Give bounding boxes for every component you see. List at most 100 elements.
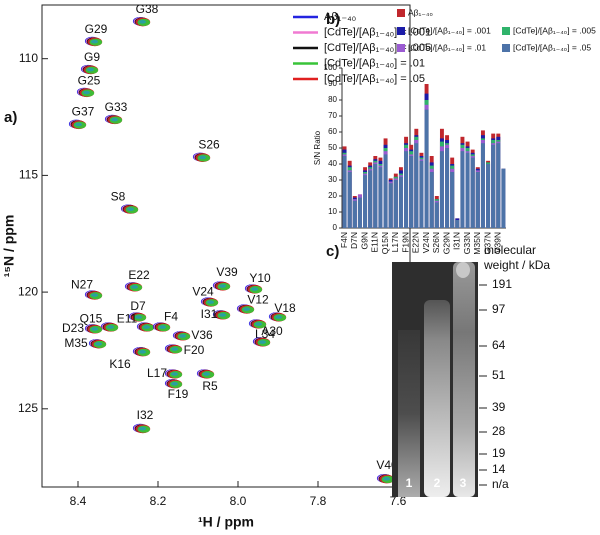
peak-label: D23 — [62, 321, 84, 335]
bar — [363, 175, 368, 228]
peak-label: Y10 — [249, 271, 271, 285]
peak-core — [143, 325, 150, 329]
peak-label: K16 — [109, 357, 131, 371]
peak-core — [127, 207, 134, 212]
ladder-label: n/a — [492, 477, 509, 491]
bar — [414, 143, 419, 228]
peak-label: G25 — [78, 74, 101, 88]
plot-frame — [41, 4, 411, 488]
y-axis-title: S/N Ratio — [313, 130, 322, 165]
panel-label: b) — [326, 11, 340, 28]
peak-core — [259, 340, 266, 344]
x-axis-title: ¹H / ppm — [198, 514, 254, 530]
x-tick-label: S26N — [431, 232, 441, 253]
bar — [439, 151, 444, 228]
x-tick-label: 7.8 — [310, 494, 327, 508]
bar — [470, 157, 475, 228]
peak-core — [383, 477, 390, 481]
x-tick-label: E22N — [411, 232, 421, 253]
peak-label: E22 — [128, 268, 150, 282]
bar — [501, 168, 506, 228]
bar — [486, 164, 491, 228]
legend-label: [CdTe]/[Aβ₁₋₄₀] = .05 — [324, 73, 425, 85]
bar — [434, 202, 439, 228]
y-tick-label: 60 — [328, 127, 337, 136]
lane-label: 2 — [434, 476, 441, 490]
peak-label: G29 — [85, 22, 108, 36]
x-tick-label: F4N — [339, 232, 349, 248]
gel-lane — [398, 330, 420, 497]
bar — [357, 197, 362, 228]
y-tick-label: 90 — [328, 79, 337, 88]
peak-label: G33 — [105, 100, 128, 114]
peak-label: I32 — [137, 408, 154, 422]
y-tick-label: 40 — [328, 159, 337, 168]
bar — [475, 172, 480, 228]
lane-label: 3 — [460, 476, 467, 490]
x-tick-label: Q15N — [380, 232, 390, 254]
peak-core — [219, 284, 226, 288]
bar — [480, 143, 485, 228]
peak-label: F19 — [168, 387, 189, 401]
x-tick-label: F19N — [400, 232, 410, 253]
peak-label: A30 — [261, 324, 283, 338]
peak-label: V18 — [274, 301, 296, 315]
peak-core — [131, 285, 138, 289]
peak-core — [159, 325, 166, 329]
ladder-label: 51 — [492, 368, 506, 382]
x-tick-label: E11N — [370, 232, 380, 253]
peak-label: G9 — [84, 50, 100, 64]
y-tick-label: 20 — [328, 191, 337, 200]
peak-core — [203, 372, 210, 376]
bar — [496, 143, 501, 228]
bar — [393, 180, 398, 228]
y-axis-title: ¹⁵N / ppm — [1, 215, 17, 278]
bar — [424, 109, 429, 228]
bar — [342, 156, 347, 228]
peak-core — [139, 350, 146, 354]
axis-title: weight / kDa — [483, 258, 550, 272]
x-tick-label: 8.0 — [230, 494, 247, 508]
legend-label: [CdTe]/[Aβ₁₋₄₀] = .05 — [513, 42, 591, 52]
legend-swatch — [397, 44, 405, 52]
peak-label: S8 — [111, 189, 126, 203]
legend-label: Aβ₁₋₄₀ — [408, 7, 433, 17]
x-tick-label: I31N — [452, 232, 462, 250]
peak-core — [275, 315, 282, 319]
ladder-label: 19 — [492, 446, 506, 460]
x-tick-label: G29N — [441, 232, 451, 254]
ladder-label: 64 — [492, 338, 506, 352]
peak-label: S26 — [198, 138, 220, 152]
y-tick-label: 115 — [19, 168, 38, 182]
peak-label: D7 — [130, 299, 146, 313]
y-tick-label: 30 — [328, 175, 337, 184]
peak-core — [207, 300, 214, 304]
peak-label: G37 — [72, 105, 95, 119]
y-tick-label: 50 — [328, 143, 337, 152]
peak-core — [139, 20, 146, 24]
bar — [460, 151, 465, 228]
y-tick-label: 10 — [328, 207, 337, 216]
legend-swatch — [502, 27, 510, 35]
y-tick-label: 80 — [328, 95, 337, 104]
panel-label: a) — [4, 109, 17, 126]
ladder-label: 28 — [492, 424, 506, 438]
peak-label: G38 — [136, 2, 159, 16]
peak-label: Q15 — [80, 311, 103, 325]
x-tick-label: D7N — [349, 232, 359, 249]
peak-core — [87, 67, 94, 72]
ladder-label: 97 — [492, 302, 506, 316]
peak-core — [171, 372, 178, 376]
peak-label: V39 — [216, 265, 238, 279]
bar — [398, 176, 403, 228]
panel-label: c) — [326, 243, 339, 260]
ladder-label: 14 — [492, 462, 506, 476]
peak-label: F4 — [164, 309, 178, 323]
x-tick-label: 8.2 — [150, 494, 167, 508]
peak-label: V36 — [191, 328, 213, 342]
legend-label: [CdTe]/[Aβ₁₋₄₀] = .01 — [324, 57, 425, 69]
bar — [455, 220, 460, 228]
peak-core — [255, 322, 262, 326]
peak-label: R5 — [202, 379, 218, 393]
